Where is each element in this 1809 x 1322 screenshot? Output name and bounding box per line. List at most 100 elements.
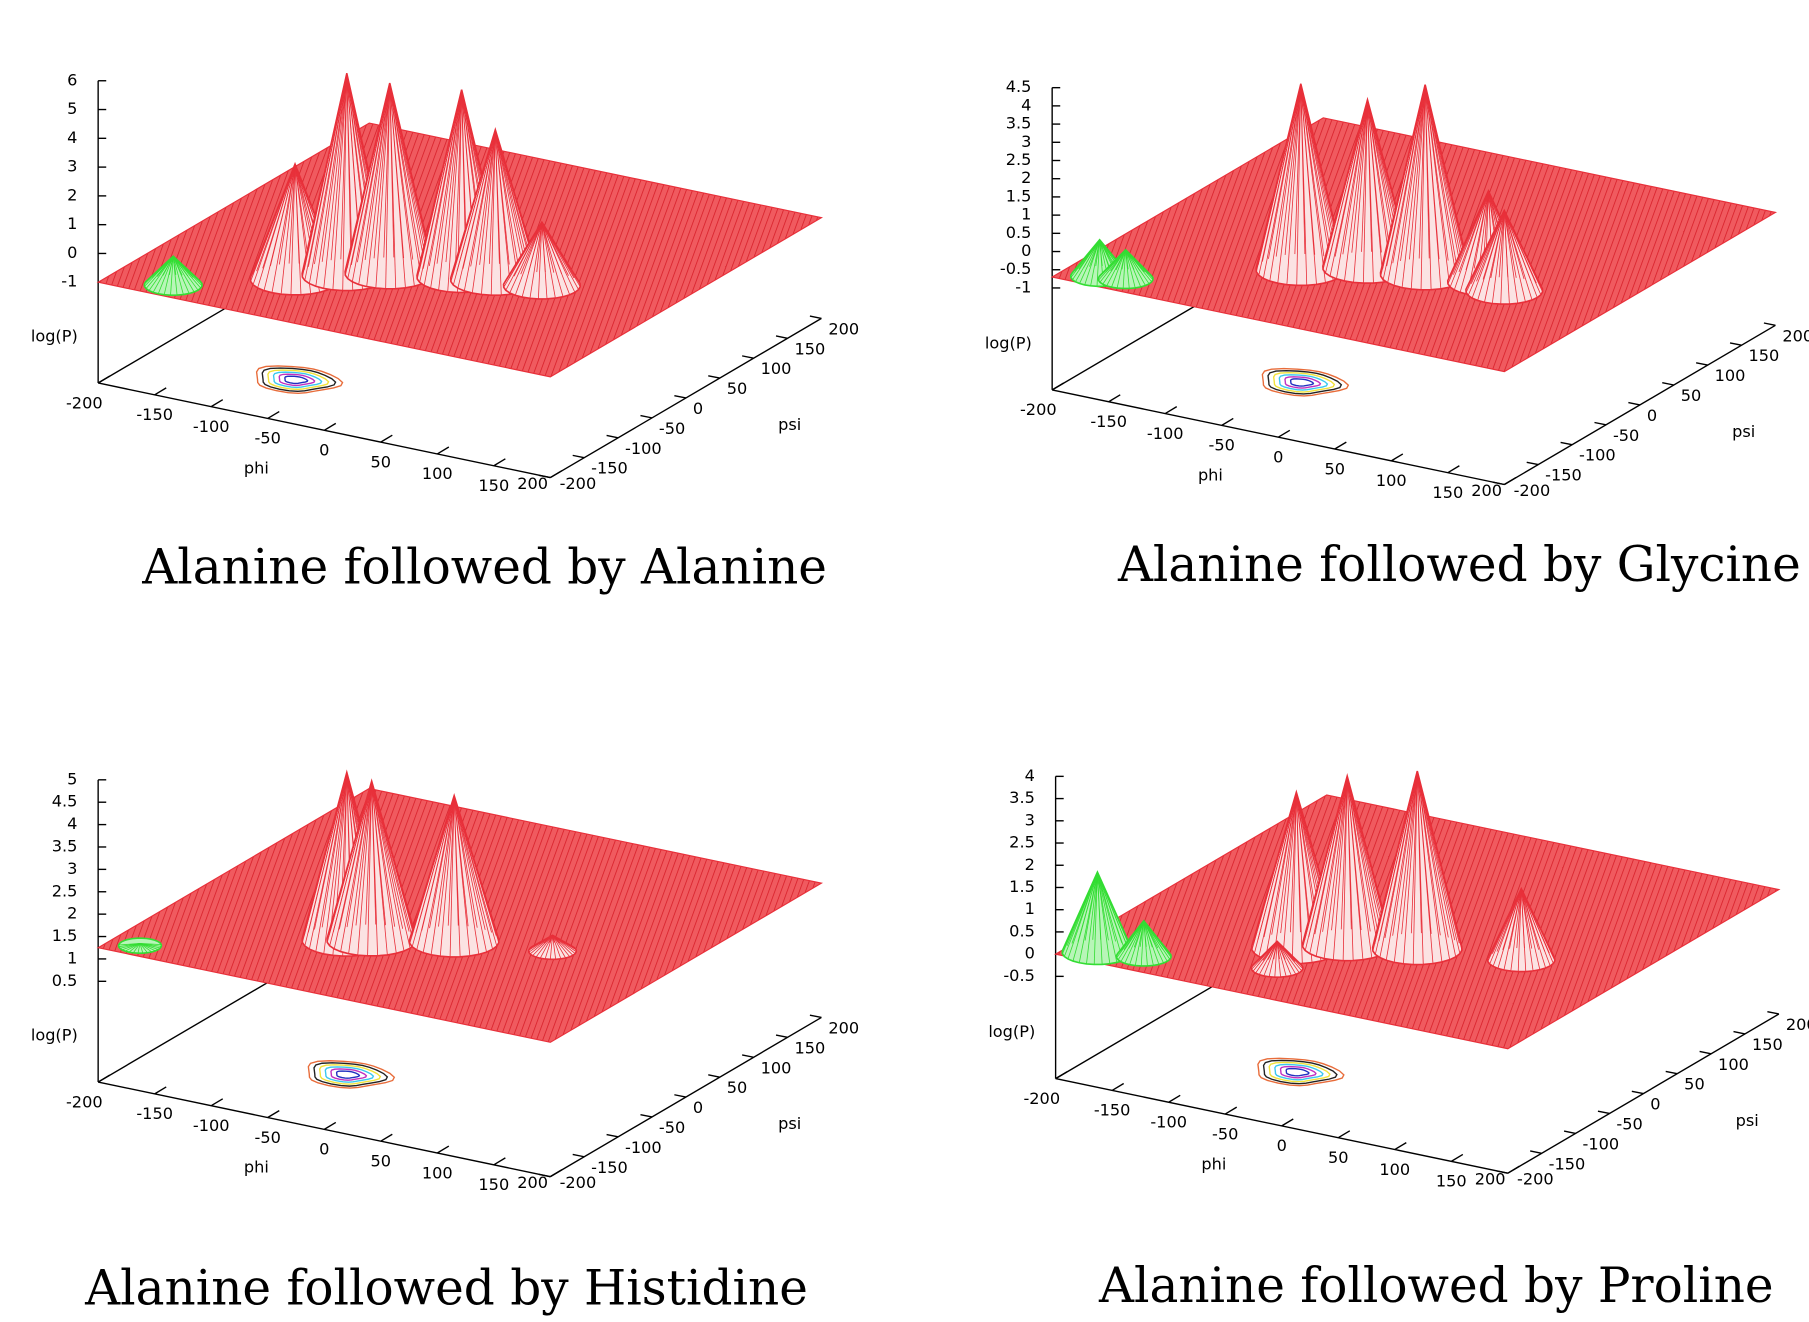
x-tick-label: 0 xyxy=(319,1140,329,1159)
peak-mesh xyxy=(172,256,178,296)
peak-mesh xyxy=(1331,776,1348,931)
x-tick xyxy=(154,1086,167,1095)
peak-mesh xyxy=(453,795,486,930)
x-tick-label: 150 xyxy=(1432,483,1463,502)
z-tick-label: 2 xyxy=(1021,168,1031,187)
z-axis-label: log(P) xyxy=(988,1022,1035,1041)
x-tick xyxy=(323,422,337,431)
peak-mesh xyxy=(1072,871,1098,962)
x-tick-label: -200 xyxy=(1023,1089,1060,1108)
x-tick xyxy=(1334,441,1347,450)
z-tick-label: 0 xyxy=(1025,944,1035,963)
contour xyxy=(272,371,323,389)
x-tick-label: 100 xyxy=(422,464,453,483)
peak-mesh xyxy=(1272,792,1297,962)
peak-mesh xyxy=(1251,792,1297,951)
peak-mesh xyxy=(1471,210,1505,299)
peak-mesh xyxy=(333,781,373,949)
peak-mesh xyxy=(1262,83,1302,279)
peak-mesh xyxy=(490,129,496,296)
peak-mesh xyxy=(1323,776,1348,959)
peak xyxy=(1115,919,1172,967)
z-tick-label: 5 xyxy=(67,769,77,788)
y-tick-label: 100 xyxy=(1718,1055,1749,1074)
peak-mesh xyxy=(536,222,543,273)
contour xyxy=(307,1060,396,1089)
x-tick-label: 150 xyxy=(1436,1172,1467,1191)
y-axis-label: psi xyxy=(778,415,801,434)
contour xyxy=(1278,374,1329,391)
y-tick xyxy=(1492,481,1505,486)
peak-mesh xyxy=(1309,775,1348,954)
x-tick xyxy=(267,410,280,420)
peak-mesh xyxy=(1520,888,1547,969)
y-tick-label: 0 xyxy=(693,1098,703,1117)
z-tick-label: 1 xyxy=(1021,205,1031,224)
peak-mesh xyxy=(1410,771,1418,934)
z-tick-label: -0.5 xyxy=(1000,259,1032,278)
peak-mesh xyxy=(1097,871,1128,946)
peak-mesh xyxy=(1503,210,1510,305)
peak-mesh xyxy=(1300,83,1308,286)
peak-mesh xyxy=(1372,770,1418,952)
peak-mesh xyxy=(409,795,455,944)
y-tick-label: 100 xyxy=(761,1058,792,1077)
peak-mesh xyxy=(1062,871,1098,954)
peak-mesh xyxy=(529,935,553,955)
peak-mesh xyxy=(416,795,455,951)
x-tick-label: -200 xyxy=(1020,400,1057,419)
peak-mesh xyxy=(280,163,296,295)
x-tick xyxy=(493,458,506,467)
z-tick-label: 1.5 xyxy=(52,926,78,945)
peak-mesh xyxy=(1410,84,1426,290)
peak-mesh xyxy=(1503,210,1537,284)
peak-mesh xyxy=(1416,770,1456,941)
y-axis-label: psi xyxy=(778,1114,801,1133)
peak-mesh xyxy=(371,781,388,955)
peak-mesh xyxy=(1143,920,1154,966)
peak-mesh xyxy=(139,943,148,953)
x-tick-label: -150 xyxy=(1094,1101,1131,1120)
x-tick-label: -200 xyxy=(66,1092,103,1111)
x-tick xyxy=(1394,1142,1407,1151)
peak-mesh xyxy=(304,73,348,281)
z-tick-label: 1.5 xyxy=(1009,877,1035,896)
contour xyxy=(318,1064,382,1085)
peak-mesh xyxy=(505,221,543,291)
peak-mesh xyxy=(1078,872,1098,963)
peak-mesh xyxy=(455,89,463,262)
y-tick-label: -50 xyxy=(1613,426,1639,445)
peak-mesh xyxy=(419,89,463,283)
peak-mesh xyxy=(1363,99,1368,284)
peak-mesh xyxy=(1072,239,1100,280)
peak-mesh xyxy=(366,83,391,287)
z-tick-label: 1.5 xyxy=(1006,186,1032,205)
x-tick-label: 150 xyxy=(478,476,509,495)
peak-mesh xyxy=(365,781,373,925)
peak-mesh xyxy=(1090,239,1101,286)
peak-mesh xyxy=(1416,771,1434,964)
peak-mesh xyxy=(358,83,391,285)
x-tick xyxy=(97,375,111,384)
peak-mesh xyxy=(1346,776,1373,959)
peak-mesh xyxy=(1269,83,1302,282)
peak-mesh xyxy=(1067,871,1098,960)
peak-mesh xyxy=(1252,941,1278,972)
peak-mesh xyxy=(252,163,296,285)
peak-mesh xyxy=(1290,792,1297,933)
contour xyxy=(335,1070,361,1079)
y-tick-label: 50 xyxy=(1684,1075,1705,1094)
peak-mesh xyxy=(1276,941,1281,978)
peak-mesh xyxy=(436,89,463,264)
peak xyxy=(117,937,163,955)
peak-mesh xyxy=(1125,249,1145,273)
peak-mesh xyxy=(1503,210,1526,302)
peak-mesh xyxy=(453,795,492,933)
peak-mesh xyxy=(541,221,575,279)
x-tick xyxy=(154,387,167,396)
peak-mesh xyxy=(389,83,415,287)
peak-mesh xyxy=(541,221,569,276)
peak-mesh xyxy=(1315,776,1348,957)
peak-mesh xyxy=(139,943,144,954)
